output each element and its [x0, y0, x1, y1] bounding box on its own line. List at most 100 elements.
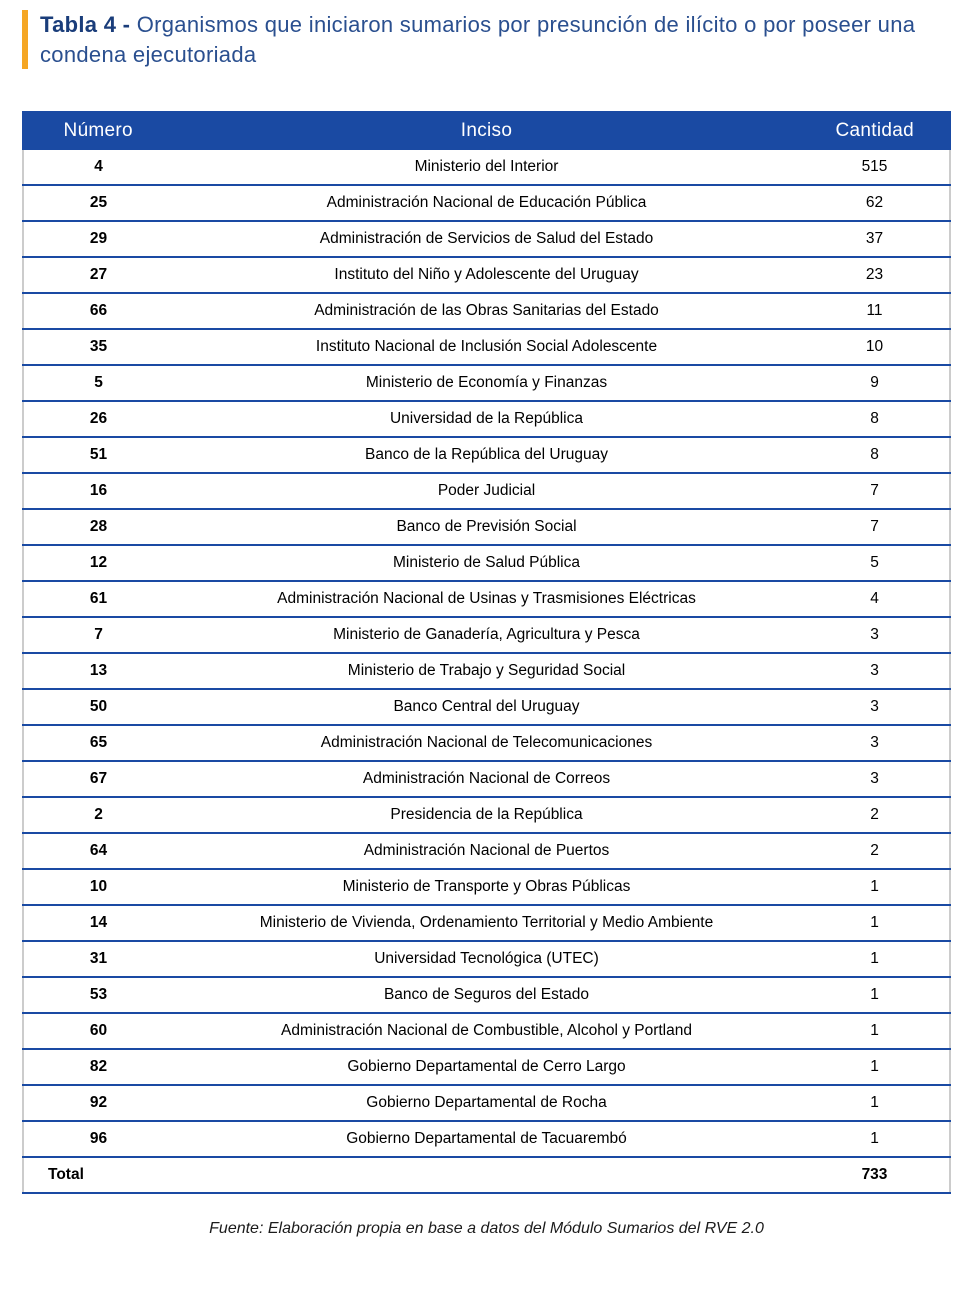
cell-cantidad: 9 [800, 365, 950, 401]
cell-cantidad: 7 [800, 509, 950, 545]
cell-cantidad: 3 [800, 761, 950, 797]
table-row: 96Gobierno Departamental de Tacuarembó1 [23, 1121, 950, 1157]
cell-inciso: Gobierno Departamental de Tacuarembó [173, 1121, 800, 1157]
cell-inciso: Universidad Tecnológica (UTEC) [173, 941, 800, 977]
cell-numero: 60 [23, 1013, 173, 1049]
cell-inciso: Banco de la República del Uruguay [173, 437, 800, 473]
cell-numero: 12 [23, 545, 173, 581]
cell-cantidad: 4 [800, 581, 950, 617]
cell-numero: 92 [23, 1085, 173, 1121]
cell-cantidad: 1 [800, 869, 950, 905]
cell-cantidad: 11 [800, 293, 950, 329]
table-row: 16Poder Judicial7 [23, 473, 950, 509]
cell-cantidad: 1 [800, 941, 950, 977]
cell-cantidad: 3 [800, 653, 950, 689]
cell-cantidad: 2 [800, 797, 950, 833]
cell-numero: 29 [23, 221, 173, 257]
table-footnote: Fuente: Elaboración propia en base a dat… [22, 1220, 951, 1238]
table-row: 67Administración Nacional de Correos3 [23, 761, 950, 797]
cell-numero: 65 [23, 725, 173, 761]
table-total-row: Total 733 [23, 1157, 950, 1193]
cell-inciso: Banco de Previsión Social [173, 509, 800, 545]
cell-numero: 16 [23, 473, 173, 509]
table-row: 64Administración Nacional de Puertos2 [23, 833, 950, 869]
table-row: 13Ministerio de Trabajo y Seguridad Soci… [23, 653, 950, 689]
table-row: 28Banco de Previsión Social7 [23, 509, 950, 545]
cell-cantidad: 3 [800, 725, 950, 761]
cell-cantidad: 2 [800, 833, 950, 869]
table-row: 14Ministerio de Vivienda, Ordenamiento T… [23, 905, 950, 941]
cell-inciso: Administración Nacional de Usinas y Tras… [173, 581, 800, 617]
cell-cantidad: 3 [800, 617, 950, 653]
cell-inciso: Gobierno Departamental de Cerro Largo [173, 1049, 800, 1085]
table-row: 31Universidad Tecnológica (UTEC)1 [23, 941, 950, 977]
table-title: Tabla 4 - Organismos que iniciaron sumar… [40, 10, 951, 69]
cell-numero: 82 [23, 1049, 173, 1085]
cell-inciso: Administración Nacional de Educación Púb… [173, 185, 800, 221]
cell-inciso: Ministerio del Interior [173, 150, 800, 186]
table-row: 25Administración Nacional de Educación P… [23, 185, 950, 221]
cell-inciso: Banco de Seguros del Estado [173, 977, 800, 1013]
cell-numero: 4 [23, 150, 173, 186]
cell-cantidad: 1 [800, 1049, 950, 1085]
cell-cantidad: 7 [800, 473, 950, 509]
cell-inciso: Administración Nacional de Combustible, … [173, 1013, 800, 1049]
cell-cantidad: 10 [800, 329, 950, 365]
cell-cantidad: 1 [800, 1121, 950, 1157]
cell-numero: 28 [23, 509, 173, 545]
cell-numero: 53 [23, 977, 173, 1013]
table-row: 4Ministerio del Interior515 [23, 150, 950, 186]
total-label: Total [23, 1157, 173, 1193]
cell-cantidad: 1 [800, 977, 950, 1013]
table-title-rest: Organismos que iniciaron sumarios por pr… [40, 12, 915, 67]
table-row: 5Ministerio de Economía y Finanzas9 [23, 365, 950, 401]
cell-inciso: Administración Nacional de Telecomunicac… [173, 725, 800, 761]
cell-inciso: Ministerio de Economía y Finanzas [173, 365, 800, 401]
cell-inciso: Administración Nacional de Puertos [173, 833, 800, 869]
cell-inciso: Administración de Servicios de Salud del… [173, 221, 800, 257]
cell-numero: 64 [23, 833, 173, 869]
table-row: 27Instituto del Niño y Adolescente del U… [23, 257, 950, 293]
col-header-inciso: Inciso [173, 112, 800, 150]
table-row: 65Administración Nacional de Telecomunic… [23, 725, 950, 761]
cell-numero: 96 [23, 1121, 173, 1157]
cell-inciso: Presidencia de la República [173, 797, 800, 833]
cell-cantidad: 1 [800, 905, 950, 941]
cell-numero: 66 [23, 293, 173, 329]
cell-inciso: Ministerio de Trabajo y Seguridad Social [173, 653, 800, 689]
cell-numero: 61 [23, 581, 173, 617]
table-row: 50Banco Central del Uruguay3 [23, 689, 950, 725]
table-row: 26Universidad de la República8 [23, 401, 950, 437]
organismos-table: Número Inciso Cantidad 4Ministerio del I… [22, 111, 951, 1194]
table-header: Número Inciso Cantidad [23, 112, 950, 150]
cell-numero: 14 [23, 905, 173, 941]
table-row: 51Banco de la República del Uruguay8 [23, 437, 950, 473]
cell-numero: 13 [23, 653, 173, 689]
cell-numero: 7 [23, 617, 173, 653]
cell-inciso: Instituto Nacional de Inclusión Social A… [173, 329, 800, 365]
cell-numero: 2 [23, 797, 173, 833]
cell-inciso: Ministerio de Transporte y Obras Pública… [173, 869, 800, 905]
cell-numero: 26 [23, 401, 173, 437]
table-row: 29Administración de Servicios de Salud d… [23, 221, 950, 257]
cell-inciso: Universidad de la República [173, 401, 800, 437]
table-row: 2Presidencia de la República2 [23, 797, 950, 833]
table-row: 82Gobierno Departamental de Cerro Largo1 [23, 1049, 950, 1085]
cell-inciso: Ministerio de Vivienda, Ordenamiento Ter… [173, 905, 800, 941]
cell-cantidad: 515 [800, 150, 950, 186]
cell-numero: 35 [23, 329, 173, 365]
cell-inciso: Administración de las Obras Sanitarias d… [173, 293, 800, 329]
total-value: 733 [800, 1157, 950, 1193]
col-header-numero: Número [23, 112, 173, 150]
cell-numero: 31 [23, 941, 173, 977]
cell-inciso: Instituto del Niño y Adolescente del Uru… [173, 257, 800, 293]
cell-numero: 50 [23, 689, 173, 725]
table-title-block: Tabla 4 - Organismos que iniciaron sumar… [22, 10, 951, 69]
cell-inciso: Poder Judicial [173, 473, 800, 509]
cell-cantidad: 8 [800, 401, 950, 437]
table-row: 61Administración Nacional de Usinas y Tr… [23, 581, 950, 617]
cell-inciso: Ministerio de Salud Pública [173, 545, 800, 581]
cell-inciso: Banco Central del Uruguay [173, 689, 800, 725]
table-row: 35Instituto Nacional de Inclusión Social… [23, 329, 950, 365]
cell-numero: 67 [23, 761, 173, 797]
